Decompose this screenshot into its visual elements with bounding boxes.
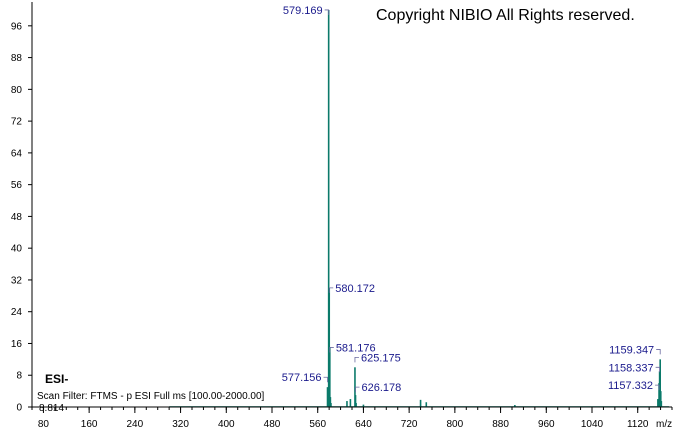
x-tick-label: 720	[401, 419, 418, 430]
y-tick-label: 96	[11, 21, 23, 32]
y-tick-label: 48	[11, 212, 23, 223]
peak-label: 1157.332	[608, 380, 653, 392]
peak-label-leader	[329, 347, 334, 353]
base-value-label: 8.814	[39, 403, 64, 414]
y-tick-label: 40	[11, 244, 23, 255]
y-tick-label: 80	[11, 85, 23, 96]
peak-label: 580.172	[335, 283, 375, 295]
y-tick-label: 88	[11, 53, 23, 64]
y-tick-label: 8	[16, 371, 22, 382]
peak-label: 579.169	[283, 5, 323, 17]
x-tick-label: 560	[309, 419, 326, 430]
peak-labels-layer: 579.169 580.172 581.176 577.156 625.175 626.1…	[282, 5, 661, 394]
peak-label: 1159.347	[609, 344, 654, 356]
x-tick-label: 880	[492, 419, 509, 430]
y-tick-label: 72	[11, 117, 23, 128]
y-tick-label: 16	[11, 339, 23, 350]
peak-label: 577.156	[282, 372, 322, 384]
x-tick-label: 1040	[581, 419, 604, 430]
scan-filter-label: Scan Filter: FTMS - p ESI Full ms [100.0…	[37, 391, 265, 402]
x-tick-label: 400	[218, 419, 235, 430]
peak-label-leader	[354, 356, 359, 363]
x-tick-label: 80	[38, 419, 50, 430]
peak-label-leader	[328, 287, 334, 293]
peaks-layer	[169, 9, 670, 407]
x-tick-label: 480	[264, 419, 281, 430]
x-tick-label: 800	[447, 419, 464, 430]
x-axis-label: m/z	[656, 419, 672, 430]
axes-layer: 0 8 16 24 32 40 48 56 64 72 80 88 96 80 160 240 320 400 48…	[11, 2, 673, 430]
peak-label-leader	[655, 384, 660, 391]
peak-label-leader	[355, 386, 360, 393]
peak-label-leader	[323, 376, 328, 383]
peak-label-leader	[655, 366, 661, 373]
y-tick-label: 56	[11, 180, 23, 191]
peak-label: 626.178	[362, 382, 402, 394]
x-tick-label: 1120	[627, 419, 649, 430]
x-tick-label: 320	[172, 419, 189, 430]
peak-label: 581.176	[336, 342, 376, 354]
peak-label: 1158.337	[609, 362, 654, 374]
ionization-mode-label: ESI-	[45, 372, 68, 386]
x-tick-label: 160	[81, 419, 98, 430]
y-tick-label: 64	[11, 148, 23, 159]
y-tick-label: 24	[11, 307, 23, 318]
peak-label-leader	[324, 9, 330, 15]
x-tick-label: 960	[538, 419, 555, 430]
x-tick-label: 240	[127, 419, 144, 430]
copyright-notice: Copyright NIBIO All Rights reserved.	[376, 7, 635, 24]
y-tick-label: 0	[16, 403, 22, 414]
y-tick-label: 32	[11, 275, 23, 286]
x-tick-label: 640	[355, 419, 372, 430]
peak-label: 625.175	[361, 352, 401, 364]
peak-label-leader	[656, 349, 661, 355]
